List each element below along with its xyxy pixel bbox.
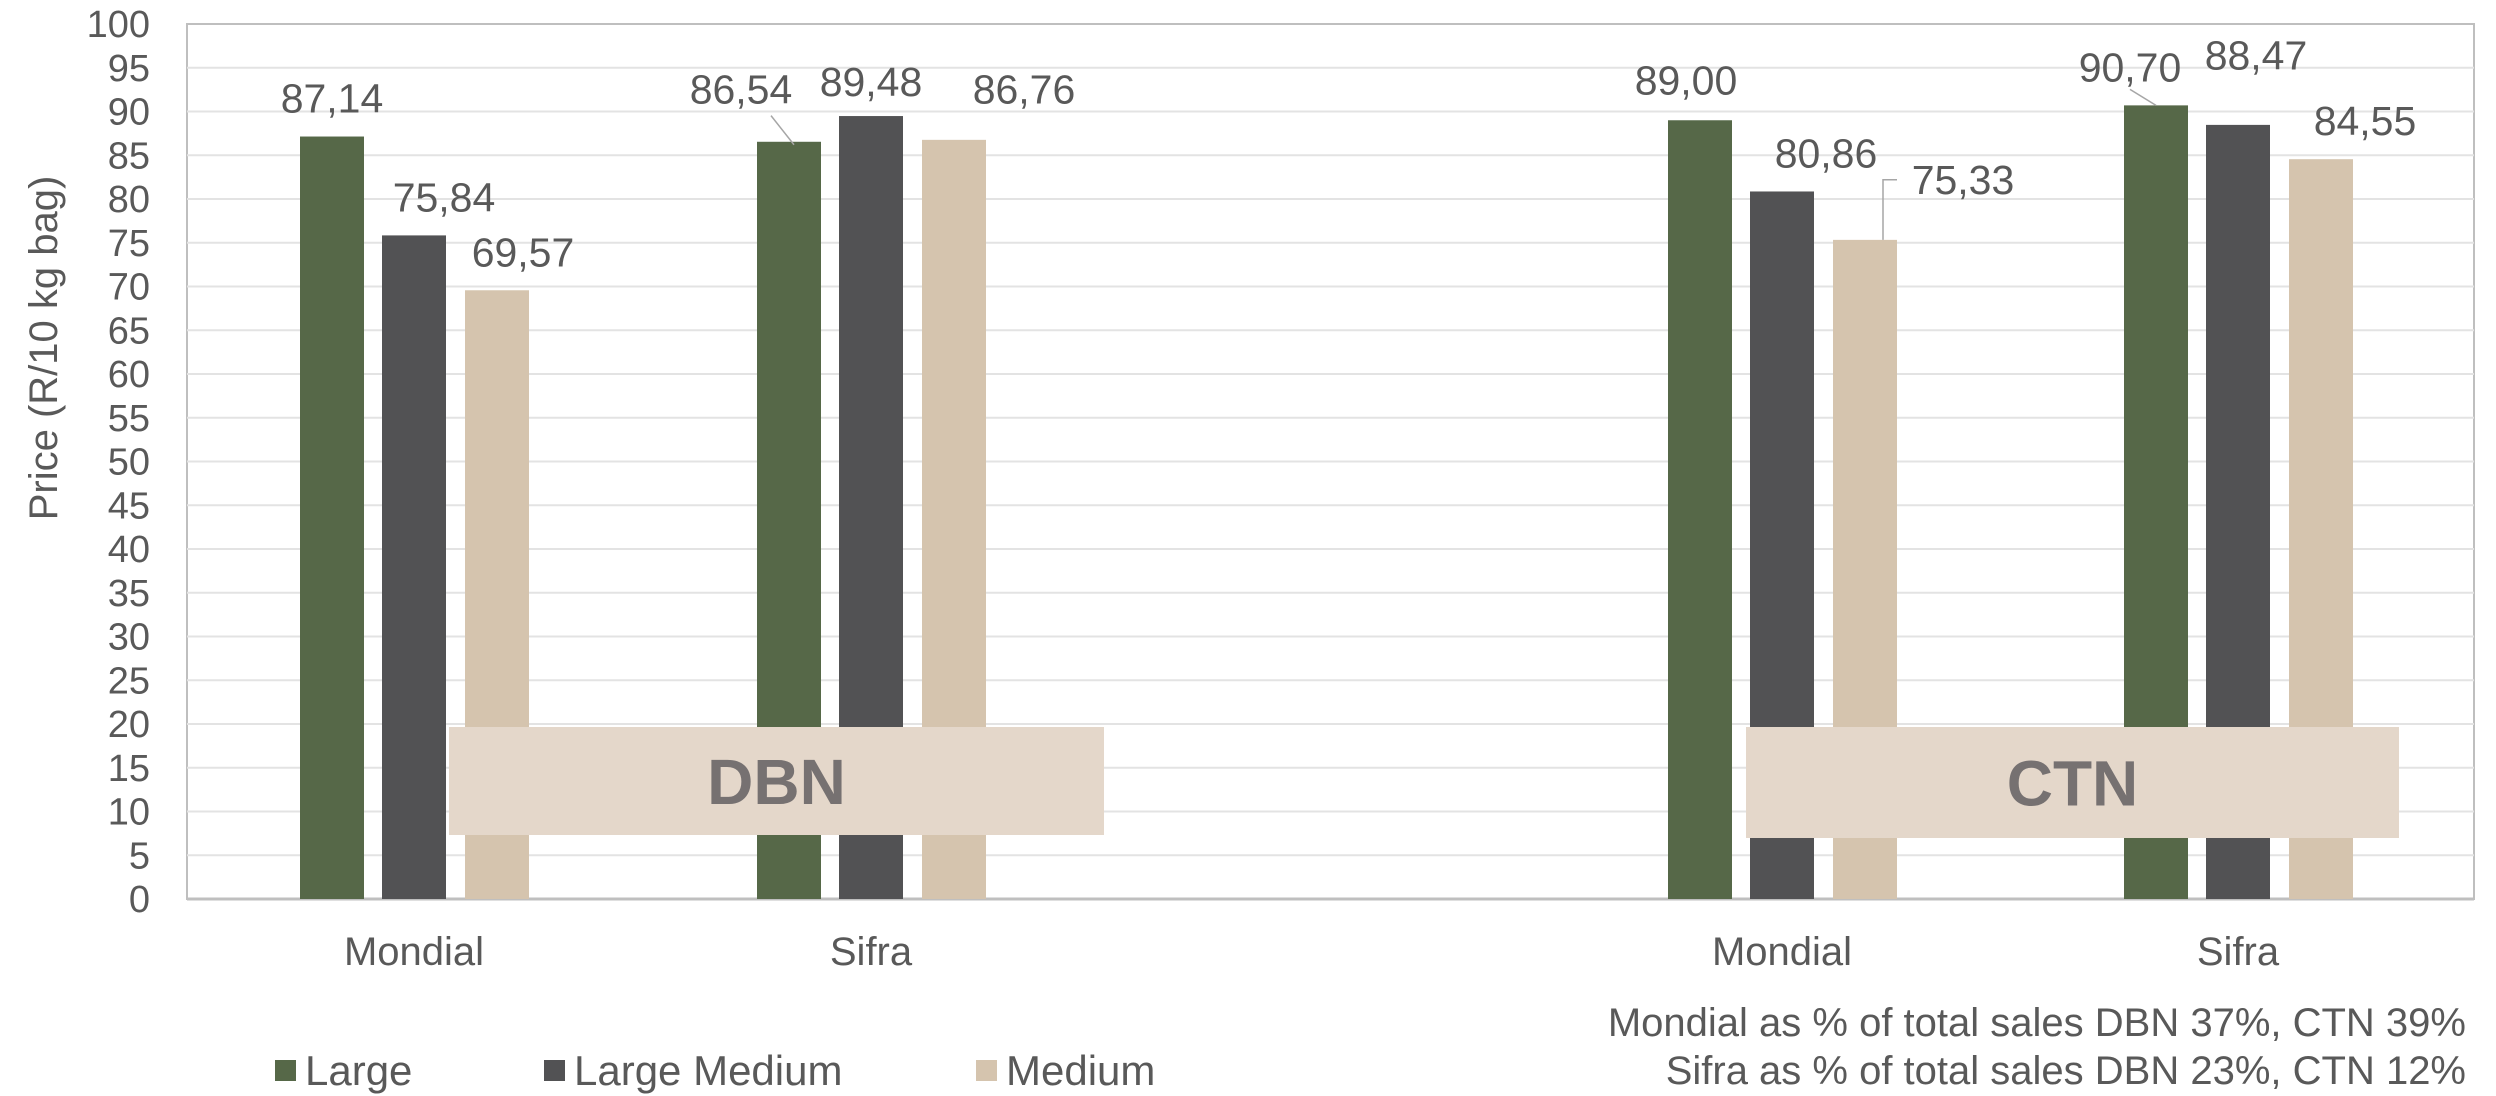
y-tick-label: 45 bbox=[108, 485, 150, 527]
data-label: 86,54 bbox=[690, 67, 793, 113]
x-axis-categories: Mondial Sifra Mondial Sifra bbox=[344, 930, 2280, 974]
group-badge-label: CTN bbox=[2007, 748, 2139, 820]
data-label: 75,33 bbox=[1912, 157, 2015, 203]
y-tick-label: 5 bbox=[129, 835, 150, 877]
data-label: 87,14 bbox=[281, 76, 384, 122]
y-tick-label: 65 bbox=[108, 310, 150, 352]
legend-label: Medium bbox=[1006, 1047, 1155, 1094]
data-label: 89,48 bbox=[820, 59, 923, 105]
y-tick-label: 50 bbox=[108, 442, 150, 484]
sales-share-note-sifra: Sifra as % of total sales DBN 23%, CTN 1… bbox=[1665, 1049, 2466, 1093]
y-tick-label: 55 bbox=[108, 398, 150, 440]
data-label-leader-line bbox=[770, 115, 795, 146]
data-label: 89,00 bbox=[1635, 57, 1738, 103]
data-label: 75,84 bbox=[393, 174, 496, 220]
y-axis: 0510152025303540455055606570758085909510… bbox=[87, 4, 150, 921]
y-tick-label: 90 bbox=[108, 92, 150, 134]
y-axis-title: Price (R/10 kg bag) bbox=[22, 176, 66, 521]
data-label: 86,76 bbox=[973, 67, 1076, 113]
y-tick-label: 60 bbox=[108, 354, 150, 396]
y-tick-label: 0 bbox=[129, 879, 150, 921]
group-badge-ctn bbox=[1746, 727, 2399, 838]
y-tick-label: 100 bbox=[87, 4, 150, 46]
legend-swatch bbox=[544, 1060, 565, 1081]
data-label: 80,86 bbox=[1775, 130, 1878, 176]
y-tick-label: 75 bbox=[108, 223, 150, 265]
y-tick-label: 70 bbox=[108, 267, 150, 309]
data-label-leader-line bbox=[1882, 179, 1897, 240]
category-label: Sifra bbox=[2197, 930, 2280, 974]
group-badge-label: DBN bbox=[707, 746, 846, 818]
bars bbox=[300, 105, 2353, 900]
data-label: 90,70 bbox=[2079, 44, 2182, 90]
y-tick-label: 40 bbox=[108, 529, 150, 571]
y-tick-label: 85 bbox=[108, 135, 150, 177]
region-badges: DBN CTN bbox=[449, 727, 2399, 838]
y-tick-label: 80 bbox=[108, 179, 150, 221]
legend-label: Large Medium bbox=[574, 1047, 842, 1094]
data-labels: 87,14 86,54 89,00 90,70 75,84 89,48 80,86 88,47… bbox=[281, 33, 2417, 276]
category-label: Mondial bbox=[1712, 930, 1852, 974]
y-tick-label: 15 bbox=[108, 748, 150, 790]
y-tick-label: 25 bbox=[108, 660, 150, 702]
category-label: Mondial bbox=[344, 930, 484, 974]
group-badge-dbn bbox=[449, 727, 1104, 835]
grid-lines bbox=[186, 23, 2475, 901]
y-tick-label: 30 bbox=[108, 617, 150, 659]
legend-swatch bbox=[976, 1060, 997, 1081]
sales-share-note-mondial: Mondial as % of total sales DBN 37%, CTN… bbox=[1607, 1001, 2466, 1045]
y-tick-label: 95 bbox=[108, 48, 150, 90]
legend-label: Large bbox=[305, 1047, 412, 1094]
y-tick-label: 20 bbox=[108, 704, 150, 746]
legend: Large Large Medium Medium bbox=[275, 1047, 1155, 1094]
bar-large-3 bbox=[1668, 120, 1732, 899]
data-label: 69,57 bbox=[472, 229, 575, 275]
data-label-leader-line bbox=[2129, 88, 2157, 107]
data-label: 84,55 bbox=[2314, 98, 2417, 144]
category-label: Sifra bbox=[830, 930, 913, 974]
y-tick-label: 35 bbox=[108, 573, 150, 615]
y-tick-label: 10 bbox=[108, 792, 150, 834]
legend-swatch bbox=[275, 1060, 296, 1081]
bar-large-1 bbox=[300, 136, 364, 899]
data-label: 88,47 bbox=[2205, 33, 2308, 79]
bar-large-medium-1 bbox=[382, 235, 446, 899]
